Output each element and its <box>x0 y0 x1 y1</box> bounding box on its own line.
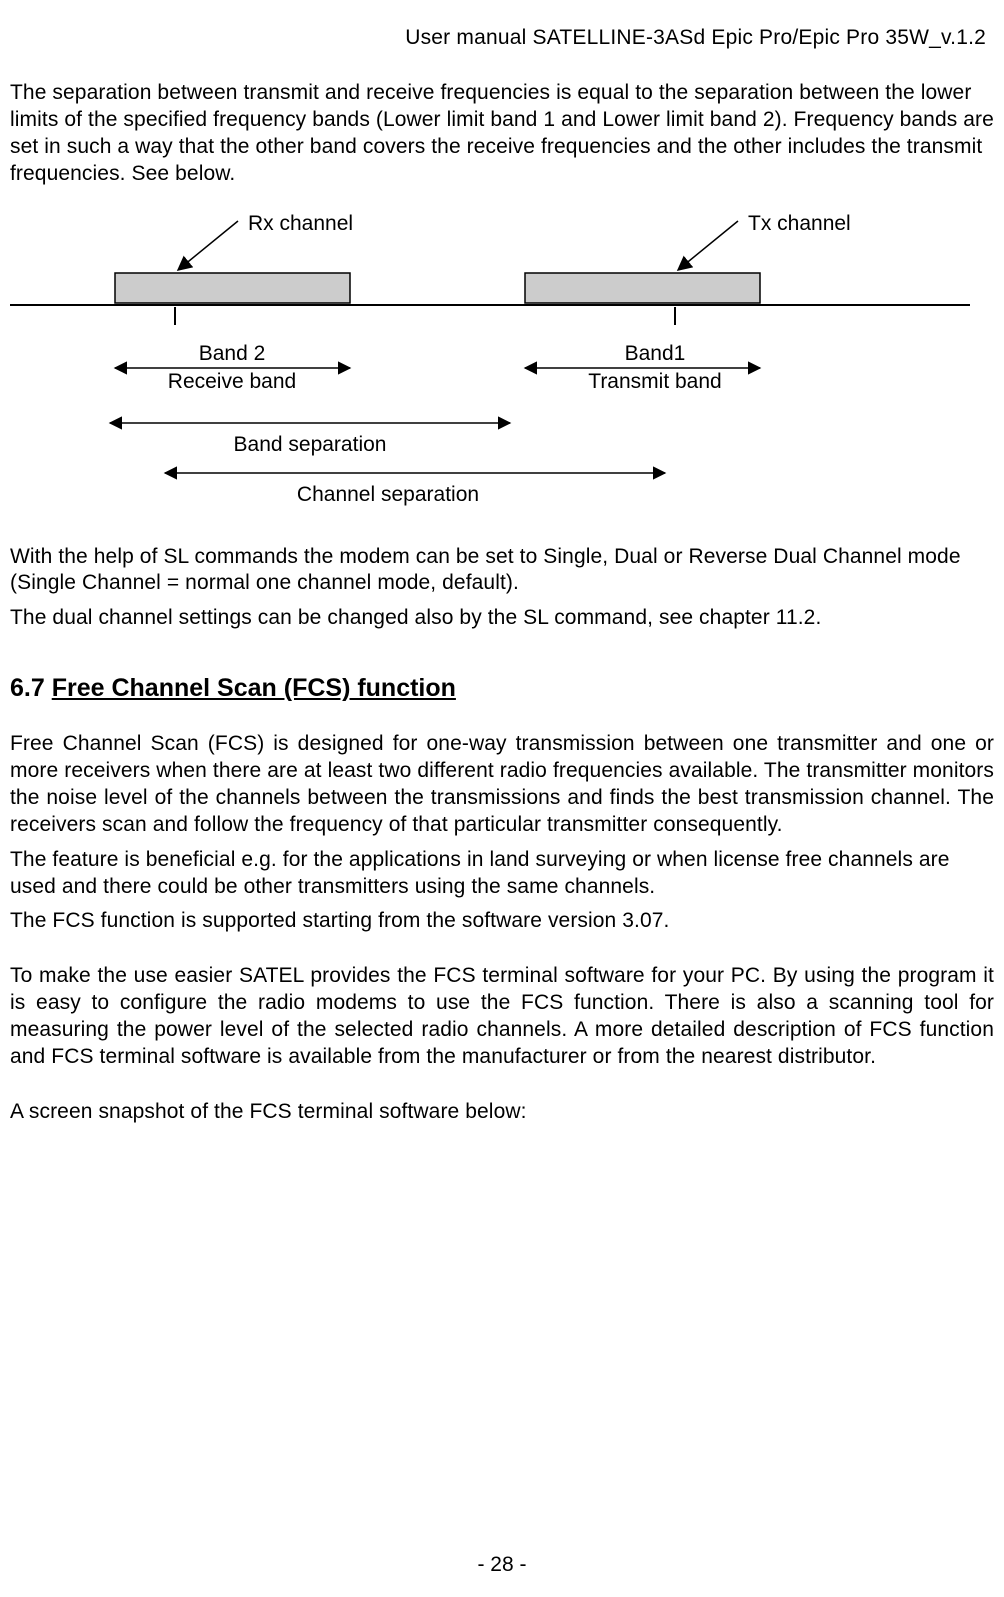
band2-rect <box>115 273 350 303</box>
chan-sep-arrow-label1: Channel separation <box>297 483 479 506</box>
band2-arrow-label1: Band 2 <box>199 342 266 365</box>
band1-rect <box>525 273 760 303</box>
sl-commands-paragraph: With the help of SL commands the modem c… <box>10 544 994 598</box>
band-sep-arrow-label1: Band separation <box>234 433 387 456</box>
fcs-benefit-paragraph: The feature is beneficial e.g. for the a… <box>10 847 994 901</box>
fcs-software-paragraph: To make the use easier SATEL provides th… <box>10 963 994 1071</box>
snapshot-intro: A screen snapshot of the FCS terminal so… <box>10 1099 994 1126</box>
heading-number: 6.7 <box>10 674 45 702</box>
band-diagram: Rx channel Tx channel Band 2 Receive band Ba… <box>10 208 994 518</box>
page: User manual SATELLINE-3ASd Epic Pro/Epic… <box>0 0 1004 1597</box>
page-header: User manual SATELLINE-3ASd Epic Pro/Epic… <box>10 26 994 50</box>
tx-pointer-label: Tx channel <box>748 212 851 235</box>
band1-arrow-label2: Transmit band <box>588 370 721 393</box>
section-heading: 6.7 Free Channel Scan (FCS) function <box>10 674 994 703</box>
band1-arrow-label1: Band1 <box>625 342 686 365</box>
page-number: - 28 - <box>0 1553 1004 1577</box>
rx-pointer-label: Rx channel <box>248 212 353 235</box>
heading-title: Free Channel Scan (FCS) function <box>52 674 456 702</box>
band2-arrow-label2: Receive band <box>168 370 296 393</box>
intro-paragraph: The separation between transmit and rece… <box>10 80 994 188</box>
dual-channel-paragraph: The dual channel settings can be changed… <box>10 605 994 632</box>
tx-pointer <box>678 221 738 270</box>
fcs-version-paragraph: The FCS function is supported starting f… <box>10 908 994 935</box>
fcs-intro-paragraph: Free Channel Scan (FCS) is designed for … <box>10 731 994 839</box>
rx-pointer <box>178 221 238 270</box>
